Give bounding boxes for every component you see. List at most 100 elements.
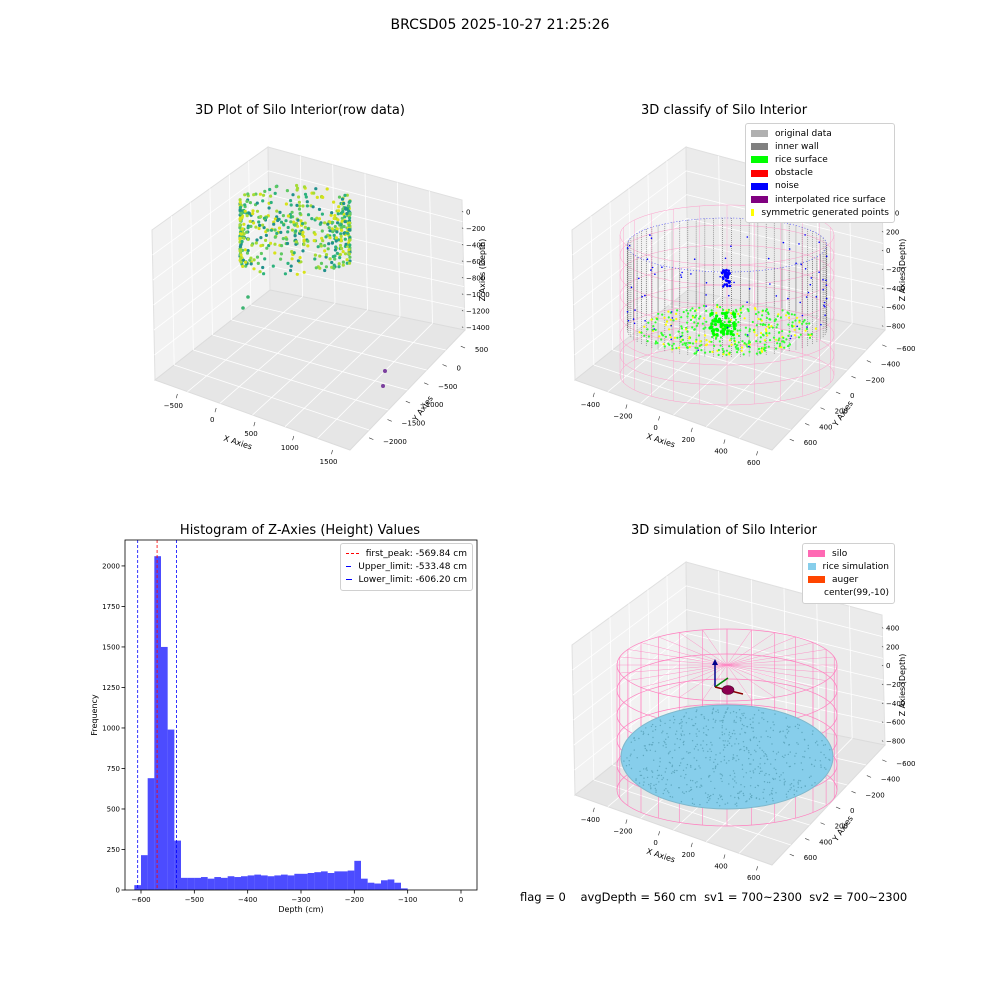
sim-rice-point <box>673 722 675 724</box>
sim-3d-plot: −400−20002004006006004002000−200−400−600… <box>571 561 916 882</box>
sim-rice-point <box>740 784 742 786</box>
sim-rice-point <box>749 723 752 726</box>
sim-rice-point <box>697 749 699 751</box>
raw-y-tick-label: 500 <box>475 346 488 354</box>
legend-swatch <box>751 130 768 138</box>
sim-rice-point <box>740 790 742 792</box>
classify-surface-point <box>797 336 801 339</box>
raw-point <box>239 232 244 236</box>
raw-point <box>339 234 343 238</box>
sim-rice-point <box>800 786 803 789</box>
sim-rice-point <box>669 795 671 798</box>
sim-rice-point <box>694 782 697 784</box>
raw-x-tick <box>331 449 333 455</box>
sim-rice-point <box>742 792 744 795</box>
classify-surface-point <box>668 328 671 331</box>
classify-surface-point <box>693 309 697 313</box>
sim-silo-roof-line <box>679 664 728 698</box>
classify-surface-point <box>681 343 684 346</box>
sim-grid <box>572 585 687 671</box>
sim-rice-point <box>761 717 763 719</box>
classify-surface-point <box>705 320 708 323</box>
classify-surface-point <box>661 313 664 316</box>
sim-rice-point <box>740 748 742 750</box>
sim-rice-point <box>704 792 707 794</box>
raw-x-tick-label: 1500 <box>320 458 338 466</box>
sim-rice-point <box>623 760 625 762</box>
classify-noise-point <box>807 291 810 294</box>
raw-point <box>341 263 345 267</box>
sim-rice-point <box>643 768 645 770</box>
sim-rice-point <box>728 783 730 785</box>
sim-z-tick-label: 0 <box>886 662 890 670</box>
classify-cluster-point <box>719 325 723 329</box>
raw-point <box>259 244 263 248</box>
classify-surface-point <box>732 310 735 313</box>
sim-rice-point <box>660 774 663 777</box>
histogram-bar <box>387 879 395 890</box>
classify-cluster-point <box>713 322 718 327</box>
classify-x-tick-label: 600 <box>747 459 760 467</box>
raw-point <box>289 264 293 268</box>
classify-surface-point <box>778 331 781 334</box>
sim-rice-point <box>660 720 662 723</box>
raw-point <box>331 230 335 234</box>
sim-rice-point <box>754 786 756 789</box>
sim-rice-point <box>673 771 676 774</box>
classify-noise-point <box>748 345 750 348</box>
sim-rice-point <box>786 762 788 764</box>
sim-silo-roof-line <box>679 632 728 666</box>
raw-grid <box>268 170 463 223</box>
classify-surface-point <box>727 308 730 311</box>
classify-surface-point <box>696 347 699 350</box>
sim-rice-point <box>690 764 692 767</box>
sim-rice-point <box>763 718 765 721</box>
raw-point <box>334 236 338 240</box>
classify-noise-point <box>725 276 728 279</box>
classify-cluster-point <box>727 320 731 324</box>
sim-rice-point <box>723 715 725 717</box>
classify-surface-point <box>687 312 690 315</box>
sim-rice-point <box>757 766 759 768</box>
classify-surface-point <box>753 307 757 310</box>
sim-rice-point <box>661 778 663 781</box>
classify-noise-point <box>721 276 725 279</box>
raw-point <box>249 262 253 266</box>
raw-point <box>332 233 336 237</box>
sim-rice-point <box>768 781 771 784</box>
sim-rice-point <box>722 721 724 723</box>
raw-point <box>290 228 295 232</box>
raw-point <box>294 240 298 244</box>
classify-surface-point <box>675 317 678 321</box>
sim-rice-point <box>781 755 784 758</box>
flag-text: flag = 0 <box>520 890 566 904</box>
raw-y-tick <box>387 419 392 422</box>
raw-point <box>251 209 255 213</box>
classify-surface-point <box>708 350 712 353</box>
raw-y-tick-label: −2000 <box>383 438 407 446</box>
sim-rice-point <box>821 740 823 742</box>
classify-surface-point <box>808 322 811 325</box>
classify-surface-point <box>668 333 672 336</box>
raw-point <box>271 264 275 268</box>
sim-rice-point <box>629 755 632 757</box>
sim-rice-point <box>772 729 774 732</box>
sim-rice-point <box>717 711 720 713</box>
histogram-bar <box>194 877 201 890</box>
sim-rice-point <box>761 770 763 772</box>
sim-rice-point <box>658 765 661 767</box>
classify-surface-point <box>781 330 784 333</box>
raw-point <box>269 241 273 245</box>
classify-noise-point <box>650 237 653 239</box>
classify-surface-point <box>654 328 657 331</box>
raw-point <box>264 238 268 242</box>
sim-rice-point <box>809 757 811 759</box>
sim-rice-point <box>642 784 645 786</box>
sim-rice-point <box>698 730 700 732</box>
raw-point <box>341 250 345 254</box>
classify-y-tick <box>882 344 887 347</box>
classify-surface-point <box>677 346 680 349</box>
histogram-bar <box>267 876 275 890</box>
raw-point <box>347 223 351 228</box>
sim-rice-point <box>752 770 754 772</box>
